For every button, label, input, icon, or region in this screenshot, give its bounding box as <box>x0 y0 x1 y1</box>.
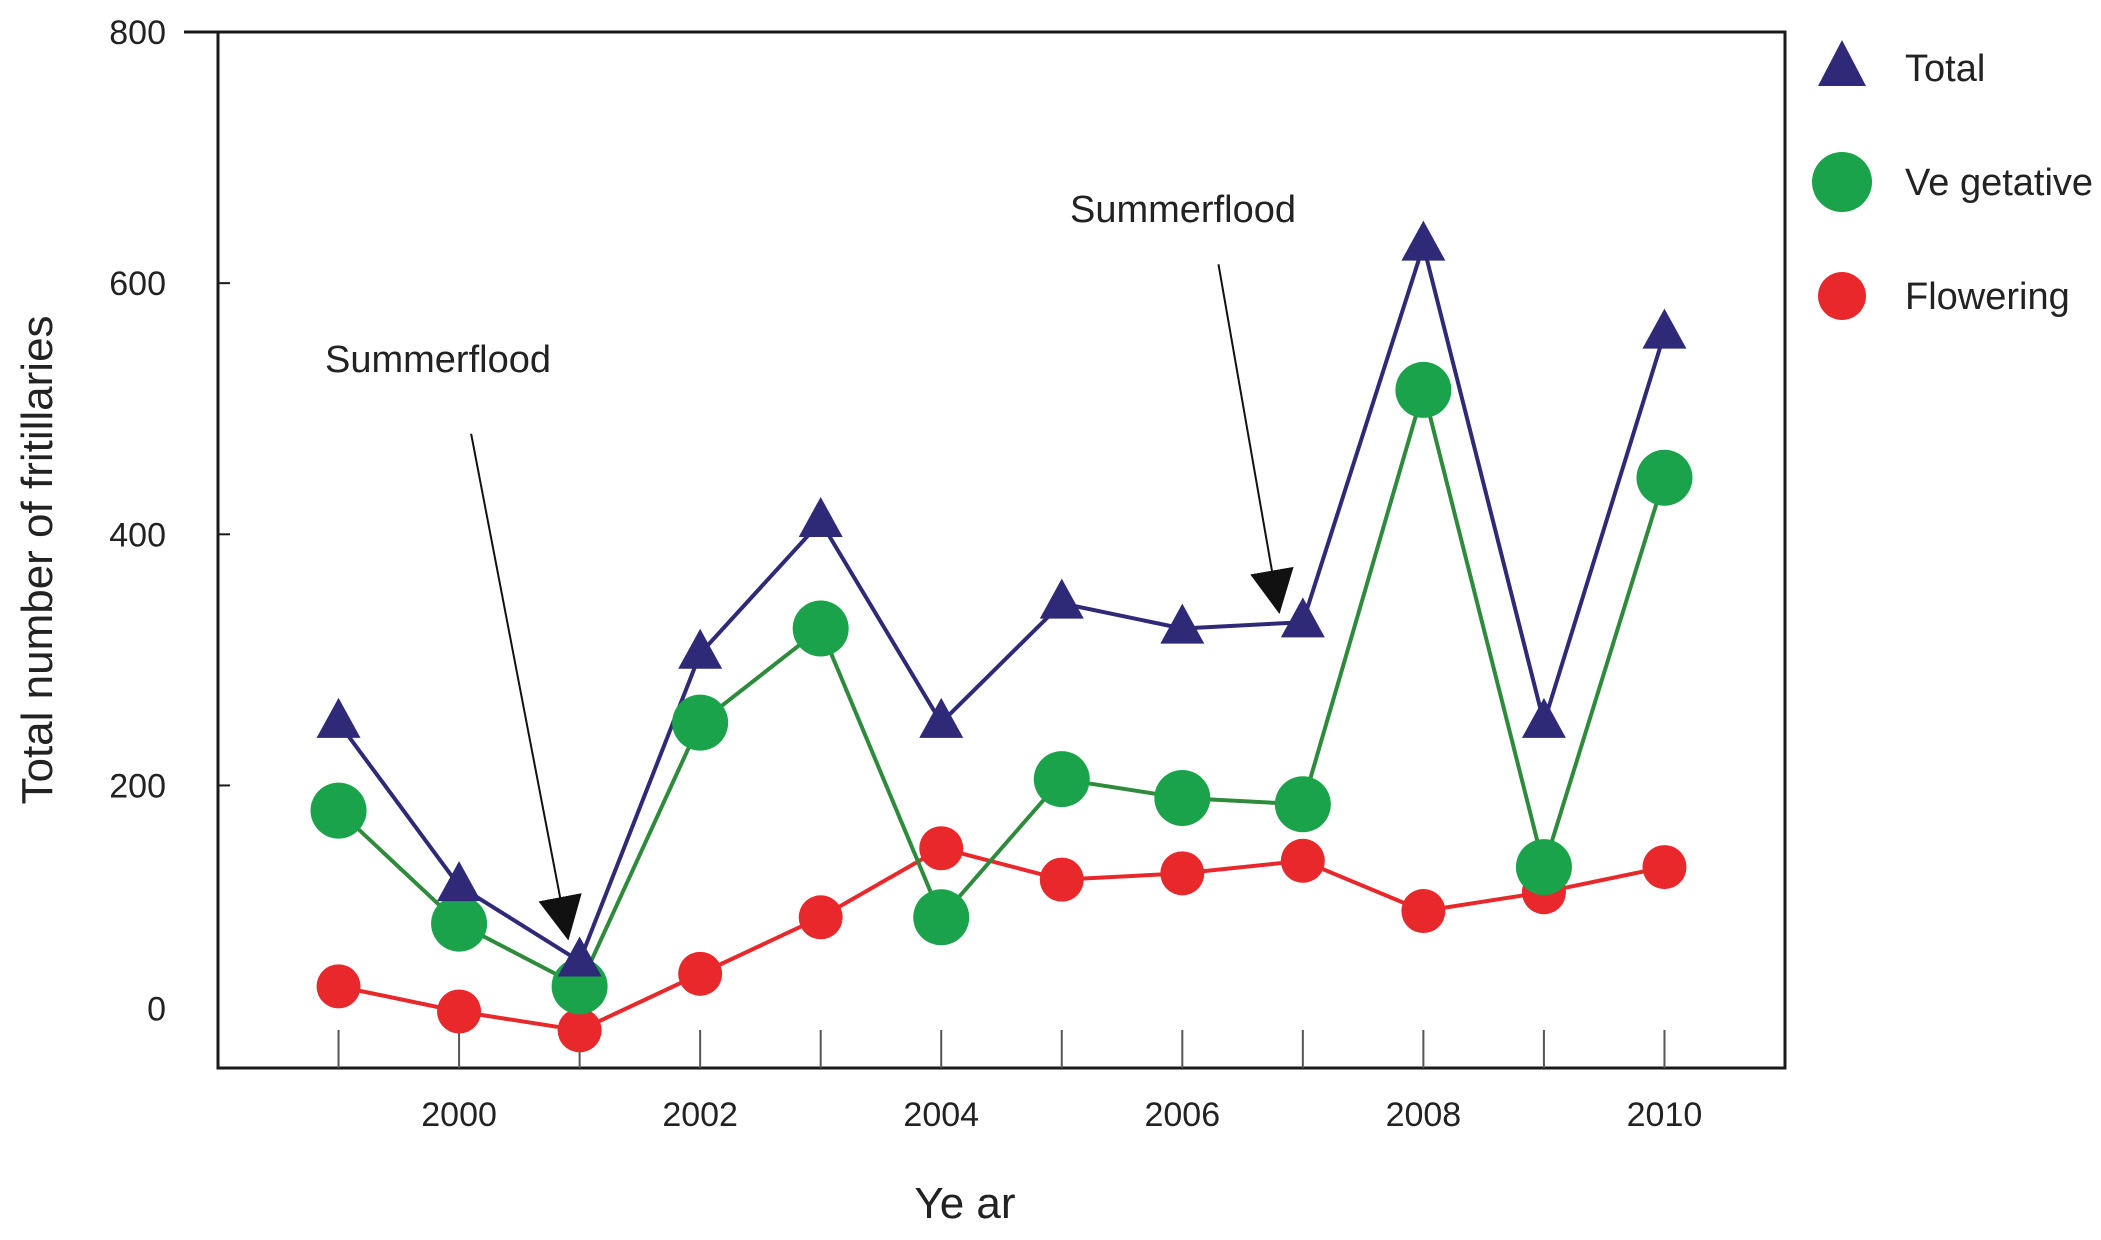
x-tick-label: 2010 <box>1627 1096 1703 1134</box>
series-markers <box>310 220 1693 1053</box>
point-flowering <box>798 895 843 940</box>
legend-marker-flowering <box>1818 272 1866 320</box>
y-tick-label: 600 <box>109 265 166 303</box>
axis-ticks: 0 200 400 600 800 2000 2002 2004 2006 2008 2010 <box>109 14 1702 1134</box>
point-total <box>919 697 964 738</box>
point-total <box>557 936 602 977</box>
point-total <box>1521 697 1566 738</box>
point-vegetative <box>1274 776 1331 833</box>
plot-frame <box>216 30 1787 1070</box>
legend: Total Ve getative Flowering <box>1812 40 2093 320</box>
point-vegetative <box>1395 361 1452 418</box>
point-total <box>1642 308 1687 349</box>
point-flowering <box>437 989 482 1034</box>
point-flowering <box>557 1008 602 1053</box>
point-flowering <box>1039 857 1084 902</box>
point-vegetative <box>431 895 488 952</box>
point-total <box>316 697 361 738</box>
point-vegetative <box>1636 449 1693 506</box>
point-vegetative <box>913 889 970 946</box>
x-axis-title: Ye ar <box>914 1179 1015 1228</box>
point-flowering <box>1280 838 1325 883</box>
point-vegetative <box>672 694 729 751</box>
point-flowering <box>316 964 361 1009</box>
point-flowering <box>1160 851 1205 896</box>
point-flowering <box>1642 845 1687 890</box>
legend-marker-vegetative <box>1812 152 1872 212</box>
y-tick-label: 800 <box>109 14 166 52</box>
y-tick-label: 0 <box>147 991 166 1029</box>
x-tick-label: 2008 <box>1386 1096 1462 1134</box>
legend-label-flowering: Flowering <box>1905 276 2070 318</box>
point-total <box>1280 597 1325 638</box>
legend-marker-total <box>1818 40 1866 86</box>
series-line-flowering <box>338 846 1665 1033</box>
y-tick-label: 200 <box>109 767 166 805</box>
x-tick-label: 2004 <box>903 1096 979 1134</box>
point-vegetative <box>1515 839 1572 896</box>
y-axis-title: Total number of fritillaries <box>13 315 62 804</box>
point-total <box>1160 603 1205 644</box>
point-total <box>1401 220 1446 261</box>
x-tick-label: 2002 <box>662 1096 738 1134</box>
x-tick-label: 2000 <box>421 1096 497 1134</box>
annotation-arrow <box>470 433 582 941</box>
point-total <box>1039 578 1084 619</box>
point-vegetative <box>310 782 367 839</box>
x-tick-label: 2006 <box>1144 1096 1220 1134</box>
point-total <box>798 496 843 537</box>
annotation-label: Summerflood <box>1070 189 1296 231</box>
point-total <box>437 861 482 902</box>
annotation-label: Summerflood <box>325 339 551 381</box>
series-line-total <box>336 243 1667 964</box>
point-vegetative <box>1154 770 1211 827</box>
legend-label-vegetative: Ve getative <box>1905 162 2093 204</box>
series-line-vegetative <box>337 387 1667 989</box>
point-flowering <box>678 951 723 996</box>
point-flowering <box>919 826 964 871</box>
point-total <box>678 628 723 669</box>
legend-label-total: Total <box>1905 48 1985 90</box>
annotations: Summerflood Summerflood <box>325 189 1296 941</box>
y-tick-label: 400 <box>109 516 166 554</box>
point-vegetative <box>1033 751 1090 808</box>
point-flowering <box>1401 889 1446 934</box>
plot-border <box>216 30 1787 1070</box>
annotation-arrow <box>1217 264 1294 614</box>
point-vegetative <box>792 600 849 657</box>
